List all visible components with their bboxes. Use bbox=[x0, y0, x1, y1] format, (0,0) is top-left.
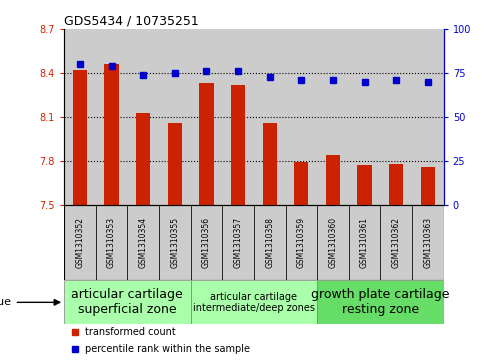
Text: GSM1310360: GSM1310360 bbox=[328, 217, 338, 268]
Bar bbox=[127, 205, 159, 280]
Bar bbox=[381, 205, 412, 280]
Text: articular cartilage
superficial zone: articular cartilage superficial zone bbox=[71, 288, 183, 316]
Bar bbox=[127, 29, 159, 205]
Bar bbox=[222, 29, 254, 205]
Bar bbox=[64, 280, 191, 324]
Text: GSM1310357: GSM1310357 bbox=[234, 217, 243, 268]
Bar bbox=[199, 83, 213, 205]
Text: tissue: tissue bbox=[0, 297, 60, 307]
Bar bbox=[159, 29, 191, 205]
Text: percentile rank within the sample: percentile rank within the sample bbox=[85, 344, 250, 354]
Text: GSM1310358: GSM1310358 bbox=[265, 217, 274, 268]
Text: GSM1310363: GSM1310363 bbox=[423, 217, 432, 268]
Bar bbox=[285, 205, 317, 280]
Bar bbox=[73, 70, 87, 205]
Bar bbox=[231, 85, 245, 205]
Bar bbox=[317, 205, 349, 280]
Bar bbox=[412, 205, 444, 280]
Text: GSM1310362: GSM1310362 bbox=[392, 217, 401, 268]
Text: GSM1310355: GSM1310355 bbox=[170, 217, 179, 268]
Text: articular cartilage
intermediate/deep zones: articular cartilage intermediate/deep zo… bbox=[193, 291, 315, 313]
Bar bbox=[136, 113, 150, 205]
Bar bbox=[96, 205, 127, 280]
Bar bbox=[326, 155, 340, 205]
Bar bbox=[317, 280, 444, 324]
Bar bbox=[357, 166, 372, 205]
Text: GSM1310356: GSM1310356 bbox=[202, 217, 211, 268]
Bar bbox=[349, 205, 381, 280]
Bar bbox=[285, 29, 317, 205]
Bar bbox=[222, 205, 254, 280]
Bar bbox=[412, 29, 444, 205]
Text: GSM1310353: GSM1310353 bbox=[107, 217, 116, 268]
Text: GDS5434 / 10735251: GDS5434 / 10735251 bbox=[64, 15, 199, 28]
Bar bbox=[381, 29, 412, 205]
Text: GSM1310354: GSM1310354 bbox=[139, 217, 148, 268]
Bar bbox=[191, 29, 222, 205]
Bar bbox=[105, 64, 119, 205]
Bar bbox=[168, 123, 182, 205]
Text: GSM1310361: GSM1310361 bbox=[360, 217, 369, 268]
Text: GSM1310359: GSM1310359 bbox=[297, 217, 306, 268]
Bar bbox=[389, 164, 403, 205]
Bar bbox=[349, 29, 381, 205]
Text: transformed count: transformed count bbox=[85, 327, 176, 337]
Bar bbox=[263, 123, 277, 205]
Bar bbox=[421, 167, 435, 205]
Text: growth plate cartilage
resting zone: growth plate cartilage resting zone bbox=[311, 288, 450, 316]
Bar bbox=[191, 205, 222, 280]
Bar bbox=[191, 280, 317, 324]
Bar bbox=[96, 29, 127, 205]
Bar bbox=[64, 205, 96, 280]
Text: GSM1310352: GSM1310352 bbox=[75, 217, 84, 268]
Bar bbox=[317, 29, 349, 205]
Bar bbox=[159, 205, 191, 280]
Bar bbox=[254, 29, 285, 205]
Bar bbox=[294, 163, 309, 205]
Bar bbox=[64, 29, 96, 205]
Bar bbox=[254, 205, 285, 280]
